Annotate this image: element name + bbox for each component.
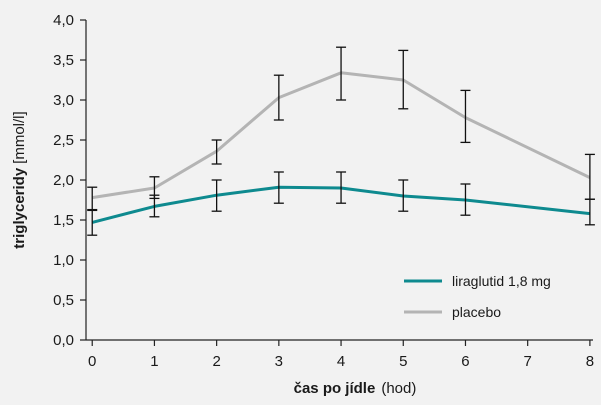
y-tick-label: 3,0: [53, 92, 74, 109]
y-axis-title-main: triglyceridy: [11, 167, 28, 249]
series-liraglutid: [91, 185, 591, 224]
error-bar: [460, 89, 471, 144]
error-bar: [584, 198, 595, 226]
x-axis-ticks: 0 1 2 3 4 5 6 7 8: [88, 340, 594, 370]
error-bar: [211, 179, 222, 212]
axes: [85, 20, 593, 341]
error-bar: [398, 179, 409, 212]
error-bar: [211, 139, 222, 165]
error-bar: [273, 74, 284, 121]
error-bars-liraglutid: [87, 171, 595, 236]
x-tick-label: 5: [399, 353, 407, 370]
series-placebo: [91, 71, 591, 200]
legend-label-placebo: placebo: [452, 304, 501, 320]
error-bar: [273, 171, 284, 204]
y-tick-label: 2,5: [53, 132, 74, 149]
series-line-liraglutid: [91, 185, 591, 224]
x-tick-label: 2: [212, 353, 220, 370]
x-tick-label: 8: [586, 353, 594, 370]
y-axis-title: triglyceridy [mmol/l]: [11, 111, 28, 248]
y-tick-label: 0,0: [53, 332, 74, 349]
legend: liraglutid 1,8 mg placebo: [404, 273, 551, 320]
error-bar: [87, 186, 98, 211]
y-axis-ticks: 0,0 0,5 1,0 1,5 2,0 2,5 3,0 3,5 4,0: [53, 12, 86, 349]
x-axis-title: čas po jídle (hod): [294, 380, 417, 397]
error-bar: [398, 49, 409, 110]
y-axis-title-unit: [mmol/l]: [11, 111, 28, 164]
error-bar: [336, 46, 347, 101]
y-tick-label: 0,5: [53, 292, 74, 309]
x-tick-label: 7: [524, 353, 532, 370]
x-tick-label: 4: [337, 353, 345, 370]
error-bar: [87, 209, 98, 236]
error-bar: [336, 171, 347, 204]
x-tick-label: 0: [88, 353, 96, 370]
y-tick-label: 1,5: [53, 212, 74, 229]
error-bar: [149, 194, 160, 218]
series-line-placebo: [91, 71, 591, 200]
y-tick-label: 1,0: [53, 252, 74, 269]
y-tick-label: 2,0: [53, 172, 74, 189]
x-tick-label: 1: [150, 353, 158, 370]
series-layer: [87, 46, 595, 236]
x-axis-title-unit: (hod): [381, 380, 416, 397]
x-tick-label: 3: [275, 353, 283, 370]
x-axis-title-main: čas po jídle: [294, 380, 376, 397]
legend-label-liraglutid: liraglutid 1,8 mg: [452, 273, 551, 289]
y-tick-label: 4,0: [53, 12, 74, 29]
error-bar: [460, 183, 471, 216]
y-tick-label: 3,5: [53, 52, 74, 69]
x-tick-label: 6: [461, 353, 469, 370]
